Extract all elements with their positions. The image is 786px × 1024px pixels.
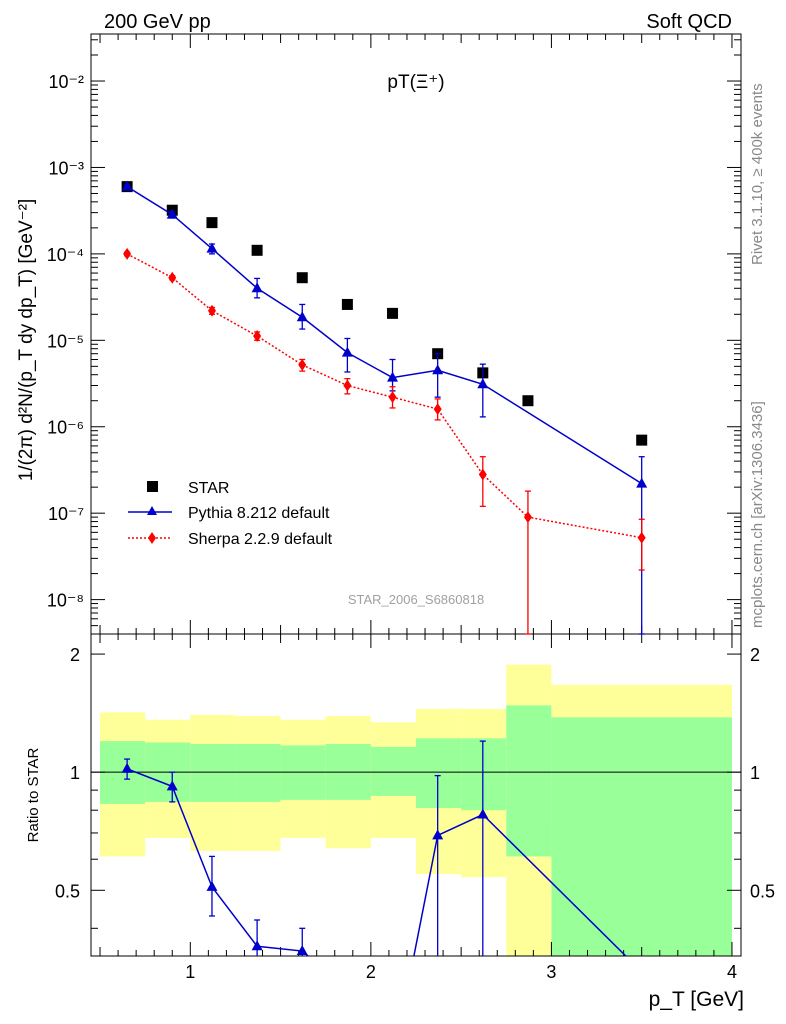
star-point	[206, 217, 218, 229]
sherpa-point	[298, 358, 307, 371]
ratio-inner-band	[190, 743, 236, 802]
sherpa-point	[343, 379, 352, 392]
analysis-watermark: STAR_2006_S6860818	[348, 592, 484, 607]
pythia-point	[341, 346, 353, 357]
pythia-point	[477, 378, 489, 389]
legend-pythia-label: Pythia 8.212 default	[188, 505, 330, 522]
legend-star-label: STAR	[188, 480, 229, 497]
pythia-point	[251, 282, 263, 293]
x-tick-label: 2	[366, 962, 376, 982]
ratio-y-axis-label: Ratio to STAR	[25, 747, 42, 842]
y-tick-label: 10⁻²	[48, 72, 84, 92]
sherpa-point	[637, 531, 646, 544]
ratio-inner-band	[416, 738, 462, 809]
y-tick-label: 10⁻³	[48, 158, 84, 178]
star-point	[296, 272, 308, 284]
plot-title: pT(Ξ⁺)	[387, 72, 444, 93]
header-left: 200 GeV pp	[104, 11, 211, 33]
star-point	[522, 395, 534, 407]
sherpa-point	[207, 304, 216, 317]
ratio-pythia-point	[251, 940, 263, 951]
sherpa-point	[168, 271, 177, 284]
star-point	[341, 298, 353, 310]
legend-sherpa-marker	[148, 532, 156, 544]
pythia-point	[387, 371, 399, 382]
pythia-point	[121, 180, 133, 191]
ratio-pythia-point	[166, 780, 178, 791]
sherpa-point	[253, 330, 262, 343]
sherpa-point	[123, 247, 132, 260]
pythia-point	[296, 311, 308, 322]
ratio-inner-band	[551, 717, 732, 956]
sherpa-point	[433, 403, 442, 416]
sherpa-point	[388, 391, 397, 404]
star-point	[636, 434, 648, 446]
mcplots-label: mcplots.cern.ch [arXiv:1306.3436]	[749, 401, 766, 628]
sherpa-point	[478, 468, 487, 481]
ratio-inner-band	[235, 743, 281, 802]
legend-pythia-marker	[147, 506, 157, 515]
x-tick-label: 1	[185, 962, 195, 982]
y-tick-label: 10⁻⁶	[47, 418, 84, 438]
ratio-pythia-point	[477, 808, 489, 819]
ratio-pythia-point	[296, 945, 308, 956]
ratio-y-tick-label-right: 2	[750, 645, 760, 665]
legend-star-marker	[147, 481, 158, 492]
ratio-inner-band	[506, 705, 552, 857]
y-axis-label: 1/(2π) d²N/(p_T dy dp_T) [GeV⁻²]	[16, 199, 37, 482]
ratio-y-tick-label-right: 1	[750, 763, 760, 783]
sherpa-point	[523, 511, 532, 524]
ratio-pythia-point	[206, 880, 218, 891]
header-right: Soft QCD	[646, 11, 732, 33]
ratio-plot-frame	[90, 633, 742, 957]
pythia-point	[206, 242, 218, 253]
ratio-pythia-point	[432, 829, 444, 840]
pythia-line	[126, 185, 643, 485]
pythia-point	[636, 477, 648, 488]
pythia-point	[432, 364, 444, 375]
ratio-y-tick-label: 2	[70, 645, 80, 665]
x-tick-label: 4	[727, 962, 737, 982]
x-tick-label: 3	[546, 962, 556, 982]
star-point	[387, 307, 399, 319]
y-tick-label: 10⁻⁴	[47, 245, 84, 265]
legend-sherpa-label: Sherpa 2.2.9 default	[188, 531, 333, 548]
star-point	[251, 244, 263, 256]
ratio-pythia-line	[126, 768, 627, 956]
pythia-point	[166, 208, 178, 219]
ratio-inner-band	[370, 746, 416, 796]
x-axis-label: p_T [GeV]	[649, 988, 744, 1011]
y-tick-label: 10⁻⁸	[47, 591, 84, 611]
ratio-y-tick-label: 1	[70, 763, 80, 783]
ratio-y-tick-label-right: 0.5	[750, 881, 775, 901]
ratio-y-tick-label: 0.5	[55, 881, 80, 901]
legend: STAR Pythia 8.212 default Sherpa 2.2.9 d…	[128, 480, 333, 548]
rivet-label: Rivet 3.1.10, ≥ 400k events	[749, 83, 766, 265]
y-tick-label: 10⁻⁷	[48, 504, 84, 524]
ratio-pythia-point	[121, 762, 133, 773]
ratio-inner-band	[461, 738, 507, 811]
y-tick-label: 10⁻⁵	[47, 331, 84, 351]
